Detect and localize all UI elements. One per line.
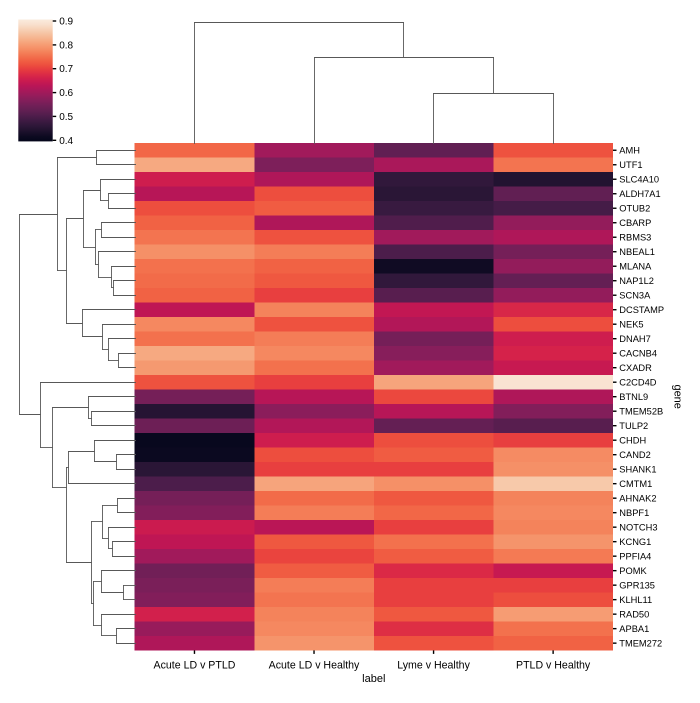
svg-text:PTLD v Healthy: PTLD v Healthy bbox=[516, 659, 591, 671]
svg-text:0.6: 0.6 bbox=[59, 88, 73, 99]
svg-text:TULP2: TULP2 bbox=[619, 421, 648, 431]
svg-text:ALDH7A1: ALDH7A1 bbox=[619, 189, 660, 199]
svg-text:PPFIA4: PPFIA4 bbox=[619, 551, 651, 561]
svg-text:BTNL9: BTNL9 bbox=[619, 392, 648, 402]
svg-text:RAD50: RAD50 bbox=[619, 609, 649, 619]
svg-text:CXADR: CXADR bbox=[619, 363, 652, 373]
svg-text:SHANK1: SHANK1 bbox=[619, 464, 656, 474]
svg-text:CMTM1: CMTM1 bbox=[619, 479, 652, 489]
svg-text:Acute LD v PTLD: Acute LD v PTLD bbox=[154, 659, 236, 671]
svg-text:SLC4A10: SLC4A10 bbox=[619, 174, 659, 184]
svg-text:label: label bbox=[362, 673, 385, 685]
svg-text:NAP1L2: NAP1L2 bbox=[619, 276, 654, 286]
svg-text:GPR135: GPR135 bbox=[619, 580, 655, 590]
svg-text:Lyme v Healthy: Lyme v Healthy bbox=[397, 659, 470, 671]
svg-text:MLANA: MLANA bbox=[619, 261, 652, 271]
svg-text:NEK5: NEK5 bbox=[619, 319, 643, 329]
svg-text:C2CD4D: C2CD4D bbox=[619, 377, 656, 387]
svg-text:0.4: 0.4 bbox=[59, 136, 73, 147]
svg-text:CACNB4: CACNB4 bbox=[619, 348, 657, 358]
svg-text:0.9: 0.9 bbox=[59, 17, 73, 28]
svg-text:SCN3A: SCN3A bbox=[619, 290, 651, 300]
svg-text:gene: gene bbox=[672, 384, 684, 408]
svg-text:DNAH7: DNAH7 bbox=[619, 334, 651, 344]
svg-text:KLHL11: KLHL11 bbox=[619, 595, 652, 605]
svg-text:CBARP: CBARP bbox=[619, 218, 651, 228]
svg-text:DCSTAMP: DCSTAMP bbox=[619, 305, 664, 315]
svg-text:TMEM52B: TMEM52B bbox=[619, 406, 663, 416]
svg-text:OTUB2: OTUB2 bbox=[619, 203, 650, 213]
svg-text:POMK: POMK bbox=[619, 566, 647, 576]
svg-text:CHDH: CHDH bbox=[619, 435, 646, 445]
svg-text:0.7: 0.7 bbox=[59, 64, 73, 75]
svg-text:NBPF1: NBPF1 bbox=[619, 508, 649, 518]
svg-text:TMEM272: TMEM272 bbox=[619, 638, 662, 648]
svg-text:AMH: AMH bbox=[619, 145, 640, 155]
svg-text:0.8: 0.8 bbox=[59, 40, 73, 51]
svg-text:CAND2: CAND2 bbox=[619, 450, 651, 460]
svg-text:0.5: 0.5 bbox=[59, 112, 73, 123]
svg-text:AHNAK2: AHNAK2 bbox=[619, 493, 656, 503]
svg-text:NOTCH3: NOTCH3 bbox=[619, 522, 657, 532]
svg-text:UTF1: UTF1 bbox=[619, 160, 642, 170]
svg-text:KCNG1: KCNG1 bbox=[619, 537, 651, 547]
svg-text:RBMS3: RBMS3 bbox=[619, 232, 651, 242]
svg-text:NBEAL1: NBEAL1 bbox=[619, 247, 655, 257]
svg-text:Acute LD v Healthy: Acute LD v Healthy bbox=[269, 659, 360, 671]
svg-text:APBA1: APBA1 bbox=[619, 624, 649, 634]
